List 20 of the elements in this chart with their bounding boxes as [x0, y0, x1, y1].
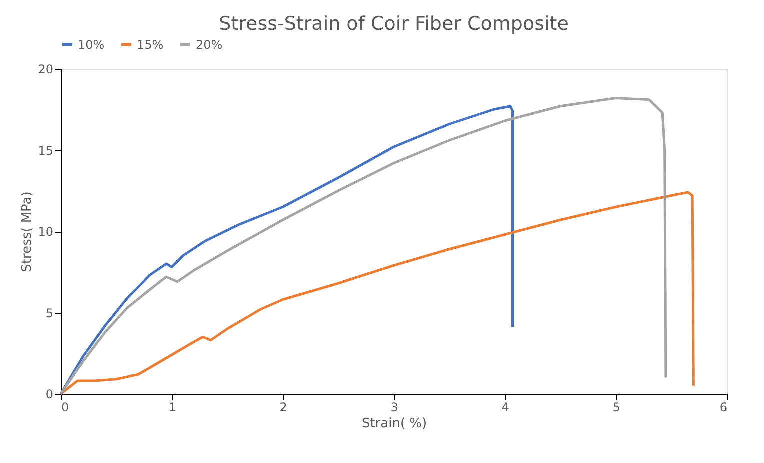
legend-label: 15% — [137, 38, 164, 52]
x-tick-label: 4 — [502, 400, 510, 414]
x-tick-label: 3 — [390, 400, 398, 414]
x-tick-label: 1 — [168, 400, 176, 414]
legend-label: 10% — [78, 38, 105, 52]
x-tick-label: 5 — [612, 400, 620, 414]
x-axis-title: Strain( %) — [362, 416, 428, 432]
legend-label: 20% — [196, 38, 223, 52]
line-series — [60, 191, 695, 396]
y-tick-label: 20 — [38, 62, 54, 76]
x-tick-label: 2 — [280, 400, 288, 414]
y-tick-label: 5 — [46, 306, 54, 320]
y-tick-label: 0 — [46, 388, 54, 402]
y-tick-label: 10 — [38, 225, 54, 239]
x-tick-label: 6 — [720, 400, 728, 414]
y-axis-title: Stress( MPa) — [20, 192, 36, 272]
chart-title: Stress-Strain of Coir Fiber Composite — [219, 13, 569, 35]
x-tick-label: 0 — [62, 400, 70, 414]
y-tick-label: 15 — [38, 144, 54, 158]
line-series — [60, 97, 668, 396]
